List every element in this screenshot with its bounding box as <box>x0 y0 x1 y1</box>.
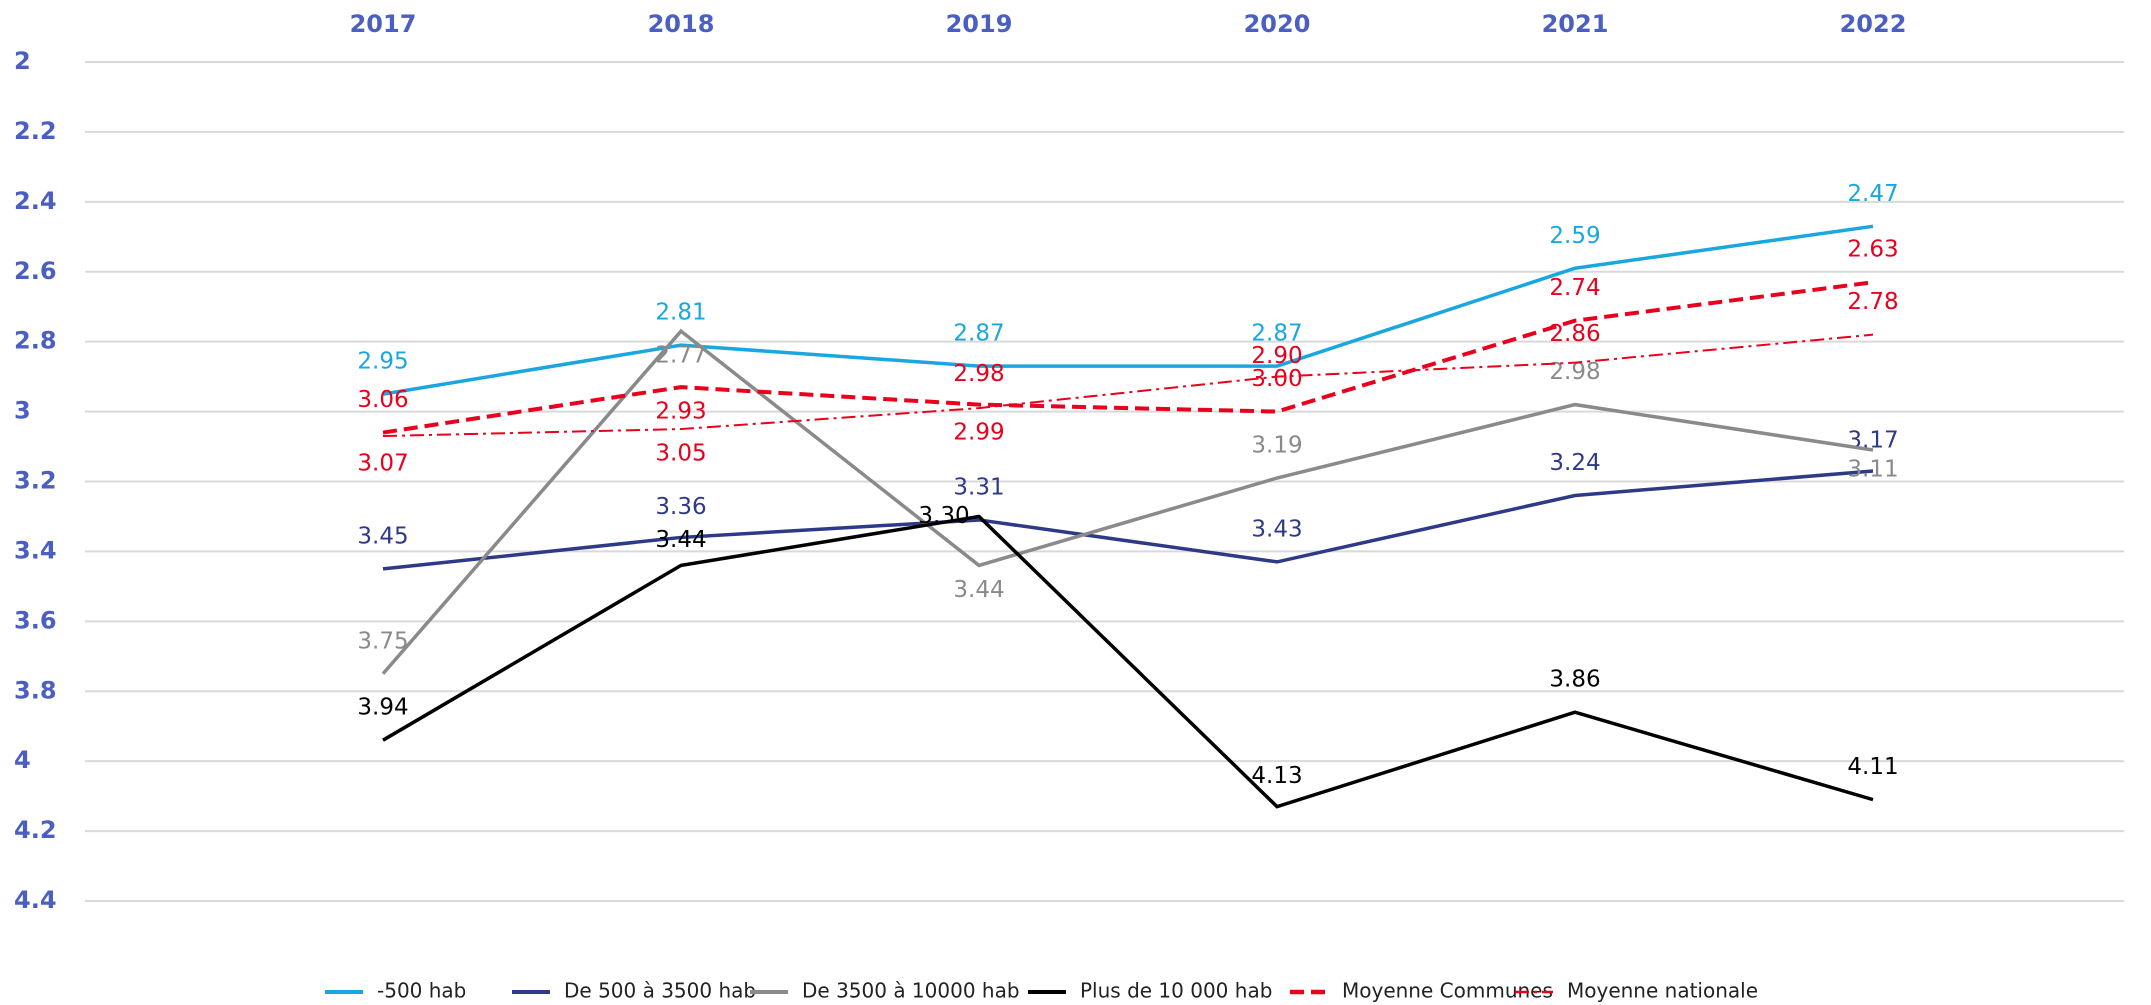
legend-label: Moyenne nationale <box>1567 979 1758 1003</box>
data-label: 3.45 <box>357 523 408 549</box>
data-label: 3.36 <box>655 494 706 520</box>
series-line <box>382 514 1874 809</box>
x-tick-label: 2018 <box>648 10 715 38</box>
data-label: 2.87 <box>953 321 1004 347</box>
series-line <box>382 469 1874 571</box>
data-label: 3.44 <box>953 577 1004 603</box>
data-label: 3.43 <box>1251 516 1302 542</box>
data-label: 4.11 <box>1847 754 1898 780</box>
data-label: 3.94 <box>357 695 408 721</box>
data-label: 3.30 <box>918 503 969 529</box>
legend-label: De 500 à 3500 hab <box>564 979 756 1003</box>
data-label: 3.24 <box>1549 450 1600 476</box>
data-label: 3.05 <box>655 441 706 467</box>
y-tick-label: 2.2 <box>14 117 57 145</box>
data-label: 2.74 <box>1549 275 1600 301</box>
y-tick-label: 2.6 <box>14 257 57 285</box>
data-label: 2.87 <box>1251 321 1302 347</box>
legend-label: Plus de 10 000 hab <box>1080 979 1272 1003</box>
series-line <box>382 280 1874 435</box>
data-label: 2.95 <box>357 349 408 375</box>
series-line <box>382 224 1874 396</box>
data-label: 3.75 <box>357 628 408 654</box>
y-tick-label: 4.4 <box>14 886 57 914</box>
data-label: 2.99 <box>953 420 1004 446</box>
data-label: 3.31 <box>953 474 1004 500</box>
data-label: 2.81 <box>655 300 706 326</box>
data-label: 2.59 <box>1549 223 1600 249</box>
y-tick-label: 3.8 <box>14 676 57 704</box>
y-tick-label: 3.6 <box>14 606 57 634</box>
legend-label: -500 hab <box>377 979 466 1003</box>
data-label: 2.77 <box>655 343 706 369</box>
y-tick-label: 3.2 <box>14 467 57 495</box>
data-label: 3.11 <box>1847 457 1898 483</box>
series-line <box>382 333 1874 438</box>
data-label: 2.47 <box>1847 181 1898 207</box>
data-label: 2.86 <box>1549 321 1600 347</box>
data-label: 3.06 <box>357 387 408 413</box>
x-tick-label: 2021 <box>1542 10 1609 38</box>
data-label: 4.13 <box>1251 763 1302 789</box>
y-tick-label: 4 <box>14 746 31 774</box>
y-tick-label: 4.2 <box>14 816 57 844</box>
x-tick-label: 2019 <box>946 10 1013 38</box>
data-label: 2.90 <box>1251 343 1302 369</box>
y-tick-label: 2 <box>14 47 31 75</box>
legend-label: Moyenne Communes <box>1342 979 1553 1003</box>
data-label: 3.00 <box>1251 366 1302 392</box>
data-label: 3.86 <box>1549 667 1600 693</box>
x-tick-label: 2017 <box>350 10 417 38</box>
y-tick-label: 3.4 <box>14 536 57 564</box>
y-tick-label: 2.4 <box>14 187 57 215</box>
data-label: 3.19 <box>1251 433 1302 459</box>
x-tick-label: 2020 <box>1244 10 1311 38</box>
data-label: 3.44 <box>655 527 706 553</box>
data-label: 2.98 <box>953 361 1004 387</box>
data-label: 2.93 <box>655 399 706 425</box>
data-label: 2.63 <box>1847 237 1898 263</box>
x-tick-label: 2022 <box>1840 10 1907 38</box>
series-line <box>381 328 1874 675</box>
y-tick-label: 3 <box>14 397 31 425</box>
data-label: 3.07 <box>357 451 408 477</box>
y-tick-label: 2.8 <box>14 327 57 355</box>
legend-label: De 3500 à 10000 hab <box>802 979 1020 1003</box>
data-label: 2.78 <box>1847 289 1898 315</box>
